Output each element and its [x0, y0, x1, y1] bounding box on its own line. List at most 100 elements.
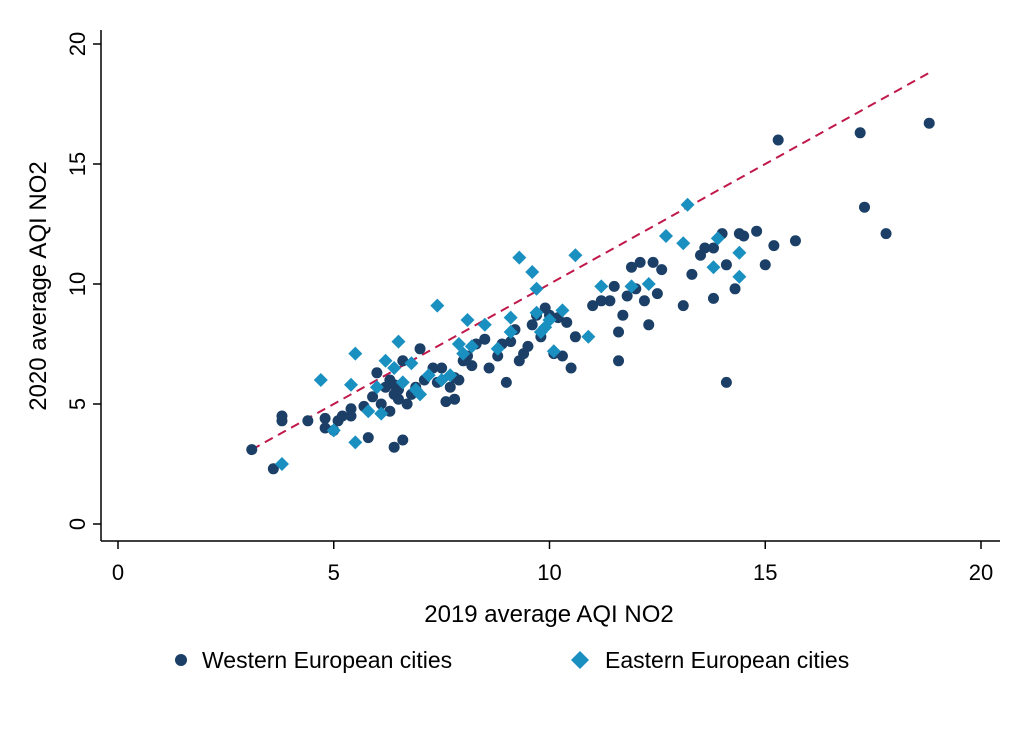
- western-city-point: [677, 300, 689, 312]
- western-city-point: [686, 268, 698, 280]
- western-city-point: [643, 319, 655, 331]
- western-city-point: [854, 127, 866, 139]
- eastern-city-point: [641, 277, 656, 291]
- western-city-point: [453, 374, 465, 386]
- western-city-point: [751, 225, 763, 237]
- western-city-point: [789, 235, 801, 247]
- western-city-point: [449, 393, 461, 405]
- eastern-city-point: [430, 298, 445, 313]
- western-city-point: [479, 333, 491, 345]
- western-city-point: [707, 242, 719, 254]
- western-city-point: [768, 240, 780, 252]
- eastern-city-point: [512, 250, 527, 265]
- legend-marker-western: [175, 654, 187, 666]
- x-tick-label: 5: [328, 560, 340, 585]
- western-city-point: [923, 117, 935, 129]
- western-city-point: [621, 290, 633, 302]
- x-tick-label: 0: [112, 560, 124, 585]
- western-city-point: [367, 391, 379, 403]
- western-city-point: [656, 264, 668, 276]
- eastern-city-point: [659, 229, 674, 243]
- eastern-city-point: [421, 368, 436, 383]
- western-city-point: [613, 326, 625, 338]
- western-city-point: [738, 230, 750, 242]
- eastern-city-point: [706, 260, 721, 275]
- x-tick-label: 15: [753, 560, 777, 585]
- western-city-point: [858, 201, 870, 213]
- eastern-city-point: [525, 265, 540, 279]
- y-tick-label: 15: [65, 152, 90, 176]
- western-city-point: [699, 242, 711, 254]
- western-city-point: [772, 134, 784, 146]
- western-city-point: [414, 343, 426, 355]
- y-tick-label: 5: [65, 398, 90, 410]
- reference-dashed-line: [251, 71, 930, 451]
- western-city-point: [492, 350, 504, 362]
- eastern-city-point: [391, 334, 406, 349]
- y-tick-label: 10: [65, 272, 90, 296]
- eastern-city-point: [503, 325, 518, 339]
- eastern-city-point: [348, 435, 363, 450]
- y-axis-title: 2020 average AQI NO2: [25, 161, 52, 411]
- eastern-city-point: [503, 310, 518, 325]
- eastern-city-point: [568, 248, 583, 263]
- western-city-point: [720, 376, 732, 388]
- western-city-point: [647, 256, 659, 268]
- western-city-point: [276, 410, 288, 422]
- legend: Western European cities Eastern European…: [175, 647, 849, 673]
- eastern-city-point: [361, 404, 376, 419]
- eastern-city-point: [624, 279, 639, 294]
- western-city-point: [319, 412, 331, 424]
- western-city-point: [625, 261, 637, 273]
- western-city-point: [526, 319, 538, 331]
- y-axis-ticks: 0 5 10 15 20: [65, 32, 101, 530]
- eastern-city-point: [490, 341, 505, 356]
- legend-marker-eastern: [571, 651, 589, 669]
- eastern-city-point: [374, 406, 389, 421]
- eastern-city-point: [313, 373, 328, 387]
- western-city-point: [561, 316, 573, 328]
- western-city-point: [440, 396, 452, 408]
- x-axis-title: 2019 average AQI NO2: [424, 601, 674, 628]
- western-city-point: [569, 331, 581, 343]
- western-city-point: [362, 432, 374, 444]
- western-city-point: [444, 381, 456, 393]
- eastern-city-point: [326, 423, 341, 438]
- western-city-point: [392, 393, 404, 405]
- western-city-point: [522, 340, 534, 352]
- western-city-point: [880, 228, 892, 240]
- western-city-point: [375, 398, 387, 410]
- y-tick-label: 0: [65, 518, 90, 530]
- data-points: [246, 117, 935, 475]
- eastern-city-point: [542, 313, 557, 327]
- y-tick-label: 20: [65, 32, 90, 56]
- eastern-city-point: [529, 281, 544, 296]
- western-city-point: [759, 259, 771, 271]
- western-city-point: [246, 444, 258, 456]
- eastern-city-point: [387, 361, 402, 375]
- western-city-point: [336, 410, 348, 422]
- western-city-point: [556, 350, 568, 362]
- eastern-city-point: [732, 269, 747, 284]
- western-city-point: [436, 362, 448, 374]
- eastern-city-point: [413, 387, 428, 402]
- eastern-city-point: [732, 245, 747, 260]
- western-city-point: [651, 288, 663, 300]
- western-city-point: [595, 295, 607, 307]
- eastern-city-point: [456, 346, 471, 361]
- western-city-point: [267, 463, 279, 475]
- eastern-city-point: [477, 317, 492, 332]
- x-tick-label: 10: [537, 560, 561, 585]
- eastern-city-point: [274, 457, 289, 471]
- western-city-point: [565, 362, 577, 374]
- eastern-city-point: [594, 279, 609, 294]
- western-city-point: [729, 283, 741, 295]
- eastern-city-point: [395, 375, 410, 390]
- eastern-city-point: [443, 368, 458, 383]
- eastern-city-point: [680, 197, 695, 212]
- eastern-city-point: [546, 344, 561, 359]
- eastern-city-point: [676, 236, 691, 251]
- eastern-city-point: [404, 356, 419, 371]
- western-city-point: [707, 292, 719, 304]
- legend-label-western: Western European cities: [202, 647, 452, 673]
